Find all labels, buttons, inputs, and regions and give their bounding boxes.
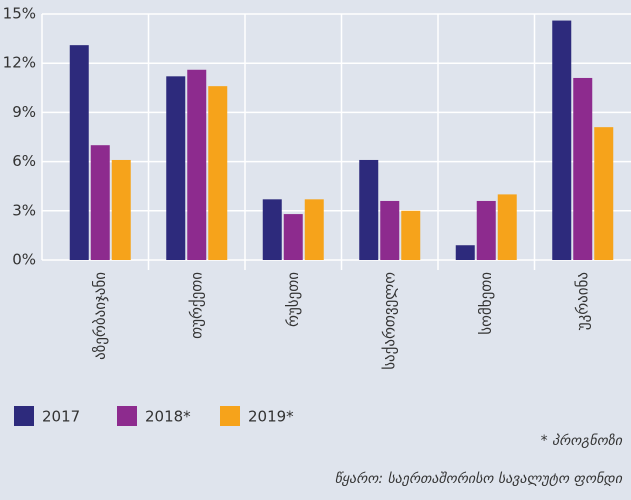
bar — [304, 199, 324, 260]
x-tick-label: საქართველო — [380, 272, 398, 370]
bar — [497, 194, 517, 260]
bar — [594, 127, 614, 260]
legend-label: 2018* — [145, 408, 191, 426]
y-tick-label: 3% — [12, 201, 36, 219]
bar — [573, 77, 593, 261]
bar — [208, 86, 228, 260]
x-tick-label: აზერბაიჯანი — [91, 272, 109, 360]
bar — [187, 69, 207, 260]
bar — [262, 199, 282, 260]
y-tick-label: 15% — [3, 5, 36, 23]
legend-swatch — [220, 406, 240, 426]
y-tick-label: 0% — [12, 251, 36, 269]
legend-label: 2019* — [248, 408, 294, 426]
bar — [380, 200, 400, 260]
y-tick-label: 12% — [3, 54, 36, 72]
bar — [401, 210, 421, 260]
x-tick-label: რუსეთი — [284, 272, 302, 327]
x-tick-label: სომხეთი — [477, 272, 495, 335]
bar — [111, 159, 131, 260]
bar — [359, 159, 379, 260]
bar — [455, 245, 475, 260]
bar — [552, 20, 572, 261]
note: * პროგნოზი — [541, 432, 623, 449]
bar — [69, 45, 89, 260]
bar — [283, 214, 303, 260]
legend-swatch — [117, 406, 137, 426]
y-tick-label: 6% — [12, 152, 36, 170]
x-tick-label: თურქეთი — [187, 272, 205, 339]
bar — [90, 145, 110, 260]
legend-swatch — [14, 406, 34, 426]
x-tick-label: უკრაინა — [573, 272, 591, 330]
legend-label: 2017 — [42, 408, 80, 426]
bar — [476, 200, 496, 260]
bar — [166, 76, 186, 260]
source: წყარო: საერთაშორისო სავალუტო ფონდი — [335, 470, 623, 487]
y-tick-label: 9% — [12, 103, 36, 121]
